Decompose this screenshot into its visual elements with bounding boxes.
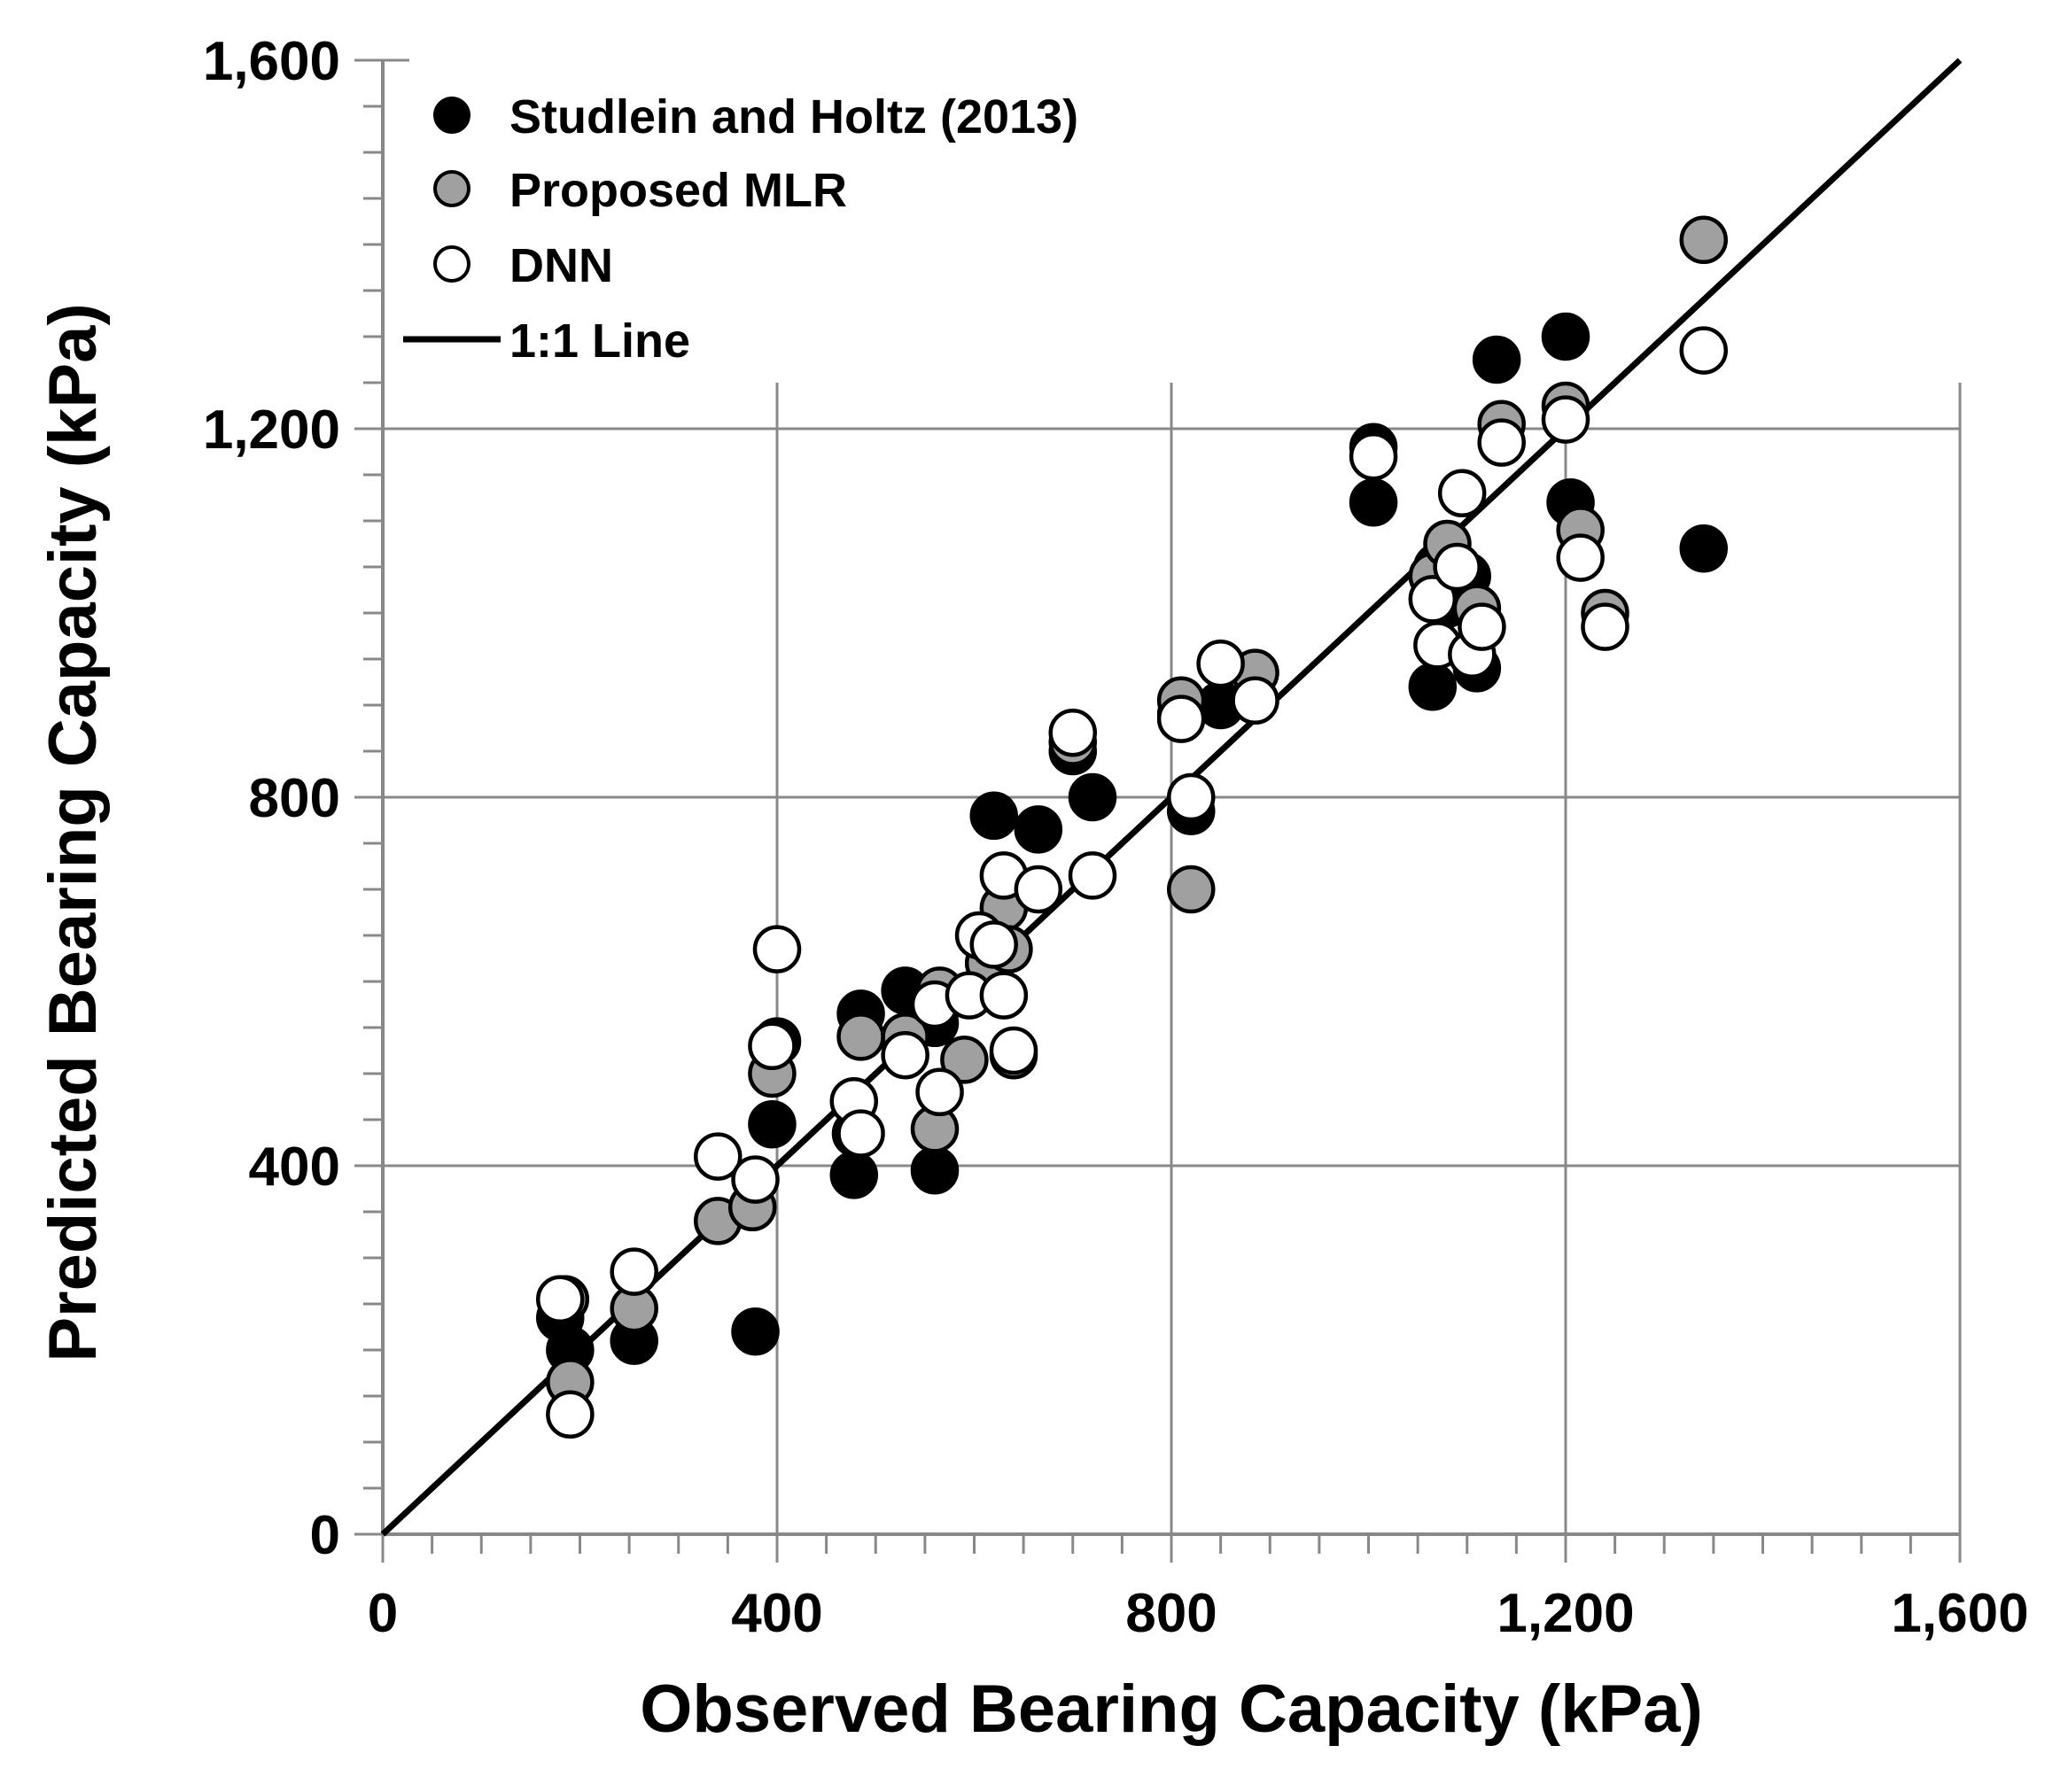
dnn-point (731, 1155, 780, 1204)
y-tick-label: 800 (249, 768, 340, 829)
dnn-point (1556, 533, 1605, 582)
studlein-point (829, 1151, 879, 1199)
studlein-point (1014, 805, 1063, 854)
dnn-point (969, 920, 1018, 969)
studlein-point (731, 1307, 780, 1356)
legend-label: Proposed MLR (509, 164, 847, 217)
x-tick-label: 1,600 (1891, 1583, 2028, 1644)
dnn-point (1679, 326, 1728, 375)
studlein-point (1679, 524, 1728, 573)
studlein-point (1408, 662, 1458, 711)
dnn-point (752, 925, 802, 974)
legend-label: 1:1 Line (509, 314, 690, 368)
dnn-point (989, 1026, 1038, 1075)
dnn-point (748, 1021, 797, 1071)
dnn-point (1581, 602, 1629, 651)
data-points (536, 215, 1728, 1439)
dnn-point (694, 1132, 743, 1181)
dnn-point (1408, 575, 1458, 624)
legend-label: Studlein and Holtz (2013) (509, 90, 1078, 144)
mlr-point (1679, 215, 1728, 265)
dnn-point (1167, 772, 1216, 822)
legend-label: DNN (509, 239, 613, 292)
y-tick-label: 1,600 (203, 31, 340, 92)
y-axis-title: Predicted Bearing Capacity (kPa) (35, 303, 111, 1361)
x-tick-label: 800 (1125, 1583, 1217, 1644)
y-tick-label: 1,200 (203, 400, 340, 461)
dnn-point (881, 1030, 929, 1080)
legend-marker (433, 170, 470, 207)
dnn-point (1433, 542, 1481, 592)
studlein-point (910, 1145, 960, 1195)
dnn-point (1156, 694, 1206, 743)
x-tick-label: 0 (368, 1583, 398, 1644)
dnn-point (536, 1275, 585, 1324)
studlein-point (1472, 335, 1521, 384)
studlein-point (1541, 312, 1590, 361)
dnn-point (1014, 865, 1063, 914)
x-tick-label: 1,200 (1497, 1583, 1634, 1644)
x-axis-title: Observed Bearing Capacity (kPa) (640, 1672, 1703, 1747)
legend: Studlein and Holtz (2013) Proposed MLR DNN… (403, 90, 1078, 368)
studlein-point (748, 1099, 797, 1149)
legend-marker (433, 97, 470, 134)
dnn-point (1231, 676, 1279, 725)
dnn-point (1458, 602, 1506, 651)
dnn-point (546, 1390, 595, 1439)
dnn-point (1541, 395, 1590, 444)
dnn-point (1349, 431, 1398, 481)
y-tick-label: 0 (310, 1505, 340, 1566)
mlr-point (836, 1012, 885, 1061)
studlein-point (1349, 477, 1398, 527)
dnn-point (979, 971, 1029, 1020)
studlein-point (969, 791, 1018, 841)
dnn-point (610, 1247, 658, 1296)
legend-marker (433, 245, 470, 283)
dnn-point (836, 1109, 885, 1158)
mlr-point (1167, 865, 1216, 914)
dnn-point (915, 1067, 964, 1117)
mlr-point (940, 1036, 989, 1084)
dnn-point (1477, 418, 1526, 467)
y-tick-label: 400 (249, 1136, 340, 1198)
dnn-point (1068, 851, 1117, 900)
dnn-point (1048, 708, 1097, 757)
studlein-point (1068, 772, 1117, 822)
axis-ticks: 0 400 800 1,200 1,600 0 400 800 1,200 1,600 (203, 31, 2029, 1644)
dnn-point (1437, 469, 1487, 518)
x-tick-label: 400 (731, 1583, 822, 1644)
dnn-point (1196, 639, 1245, 688)
